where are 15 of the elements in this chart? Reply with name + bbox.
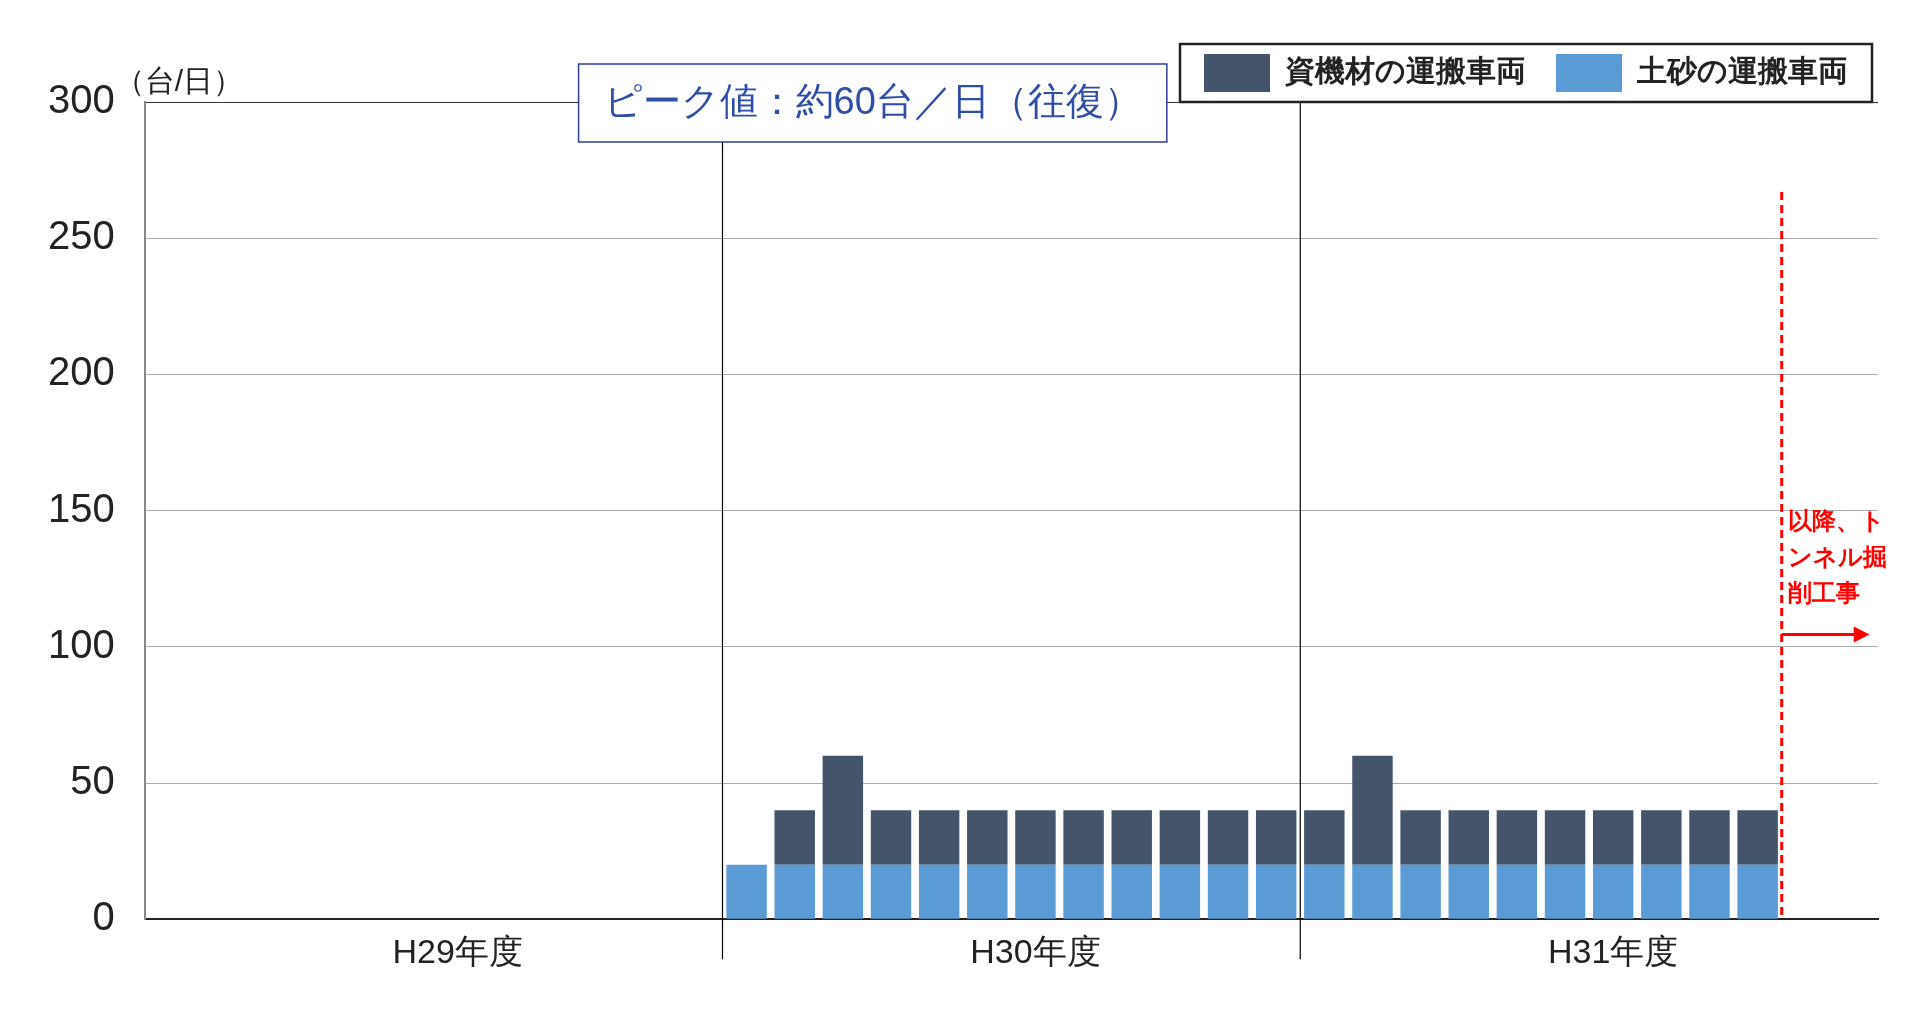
annotation: 以降、トンネル掘削工事	[1786, 507, 1887, 607]
y-tick-label: 50	[70, 758, 115, 803]
x-tick-label: H30年度	[970, 931, 1101, 970]
y-tick-label: 250	[47, 213, 115, 258]
x-tick-label: H31年度	[1548, 931, 1679, 970]
y-tick-label: 200	[47, 349, 115, 394]
y-axis-title: （台/日）	[114, 64, 244, 98]
legend-label: 土砂の運搬車両	[1636, 54, 1848, 88]
y-tick-label: 150	[47, 485, 115, 530]
y-tick-label: 0	[92, 894, 115, 939]
y-tick-label: 100	[47, 621, 115, 666]
annotation: ピーク値：約60台／日（往復）	[603, 80, 1142, 123]
legend-label: 資機材の運搬車両	[1284, 54, 1526, 88]
y-tick-label: 300	[47, 77, 115, 122]
x-tick-label: H29年度	[392, 931, 523, 970]
